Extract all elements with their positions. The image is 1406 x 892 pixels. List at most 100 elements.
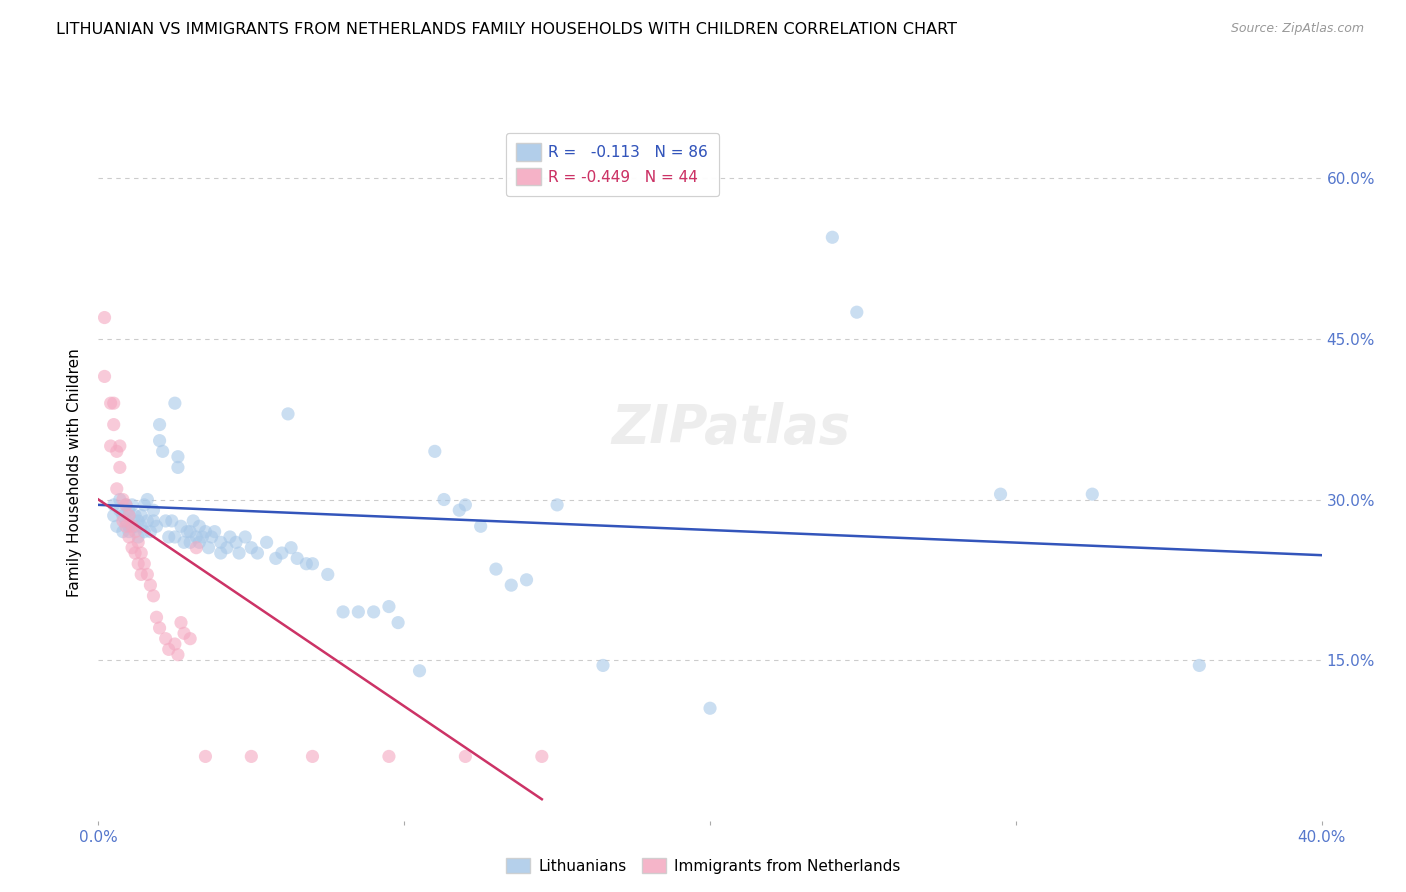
Point [129, 519, 152, 533]
Point [363, 605, 385, 619]
Point [454, 749, 477, 764]
Point [387, 615, 409, 630]
Point [157, 642, 180, 657]
Point [277, 407, 299, 421]
Point [160, 514, 183, 528]
Point [170, 519, 193, 533]
Point [408, 664, 430, 678]
Point [188, 519, 211, 533]
Point [108, 460, 131, 475]
Point [111, 508, 134, 523]
Point [118, 508, 141, 523]
Point [173, 626, 195, 640]
Point [301, 749, 323, 764]
Point [118, 524, 141, 539]
Point [270, 546, 292, 560]
Point [129, 567, 152, 582]
Point [155, 632, 177, 646]
Point [1188, 658, 1211, 673]
Point [191, 530, 214, 544]
Point [111, 524, 134, 539]
Point [145, 610, 167, 624]
Point [240, 749, 263, 764]
Point [115, 519, 138, 533]
Point [149, 434, 172, 448]
Point [378, 749, 401, 764]
Point [433, 492, 456, 507]
Point [332, 605, 354, 619]
Point [233, 530, 256, 544]
Point [149, 621, 172, 635]
Point [127, 530, 149, 544]
Point [149, 417, 172, 432]
Point [209, 546, 232, 560]
Point [181, 514, 204, 528]
Point [240, 541, 263, 555]
Point [157, 530, 180, 544]
Point [111, 492, 134, 507]
Point [145, 519, 167, 533]
Point [103, 396, 125, 410]
Point [316, 567, 339, 582]
Text: LITHUANIAN VS IMMIGRANTS FROM NETHERLANDS FAMILY HOUSEHOLDS WITH CHILDREN CORREL: LITHUANIAN VS IMMIGRANTS FROM NETHERLAND… [56, 22, 957, 37]
Point [129, 508, 152, 523]
Point [516, 573, 538, 587]
Text: ZIPatlas: ZIPatlas [612, 402, 851, 454]
Point [163, 530, 186, 544]
Point [209, 535, 232, 549]
Point [105, 519, 128, 533]
Legend: Lithuanians, Immigrants from Netherlands: Lithuanians, Immigrants from Netherlands [501, 852, 905, 880]
Point [256, 535, 278, 549]
Point [124, 546, 146, 560]
Point [134, 557, 156, 571]
Point [134, 524, 156, 539]
Point [546, 498, 568, 512]
Legend: R =   -0.113   N = 86, R = -0.449   N = 44: R = -0.113 N = 86, R = -0.449 N = 44 [506, 133, 718, 196]
Point [501, 578, 523, 592]
Point [127, 514, 149, 528]
Point [115, 498, 138, 512]
Point [186, 530, 208, 544]
Point [127, 557, 149, 571]
Point [142, 503, 165, 517]
Point [103, 498, 125, 512]
Point [139, 524, 162, 539]
Point [167, 460, 190, 475]
Point [118, 530, 141, 544]
Point [246, 546, 269, 560]
Point [470, 519, 492, 533]
Point [454, 498, 477, 512]
Point [378, 599, 401, 614]
Point [264, 551, 287, 566]
Point [105, 444, 128, 458]
Point [347, 605, 370, 619]
Point [93, 310, 115, 325]
Point [129, 546, 152, 560]
Point [485, 562, 508, 576]
Point [105, 482, 128, 496]
Point [100, 396, 122, 410]
Point [285, 551, 308, 566]
Point [108, 439, 131, 453]
Point [200, 530, 222, 544]
Point [179, 535, 201, 549]
Point [197, 541, 219, 555]
Point [170, 615, 193, 630]
Point [188, 535, 211, 549]
Point [1081, 487, 1104, 501]
Point [295, 557, 318, 571]
Point [592, 658, 614, 673]
Point [215, 541, 238, 555]
Point [136, 514, 159, 528]
Point [121, 519, 143, 533]
Point [115, 514, 138, 528]
Point [219, 530, 242, 544]
Point [194, 524, 217, 539]
Point [228, 546, 250, 560]
Point [225, 535, 247, 549]
Point [124, 508, 146, 523]
Point [449, 503, 471, 517]
Point [163, 637, 186, 651]
Point [155, 514, 177, 528]
Point [121, 541, 143, 555]
